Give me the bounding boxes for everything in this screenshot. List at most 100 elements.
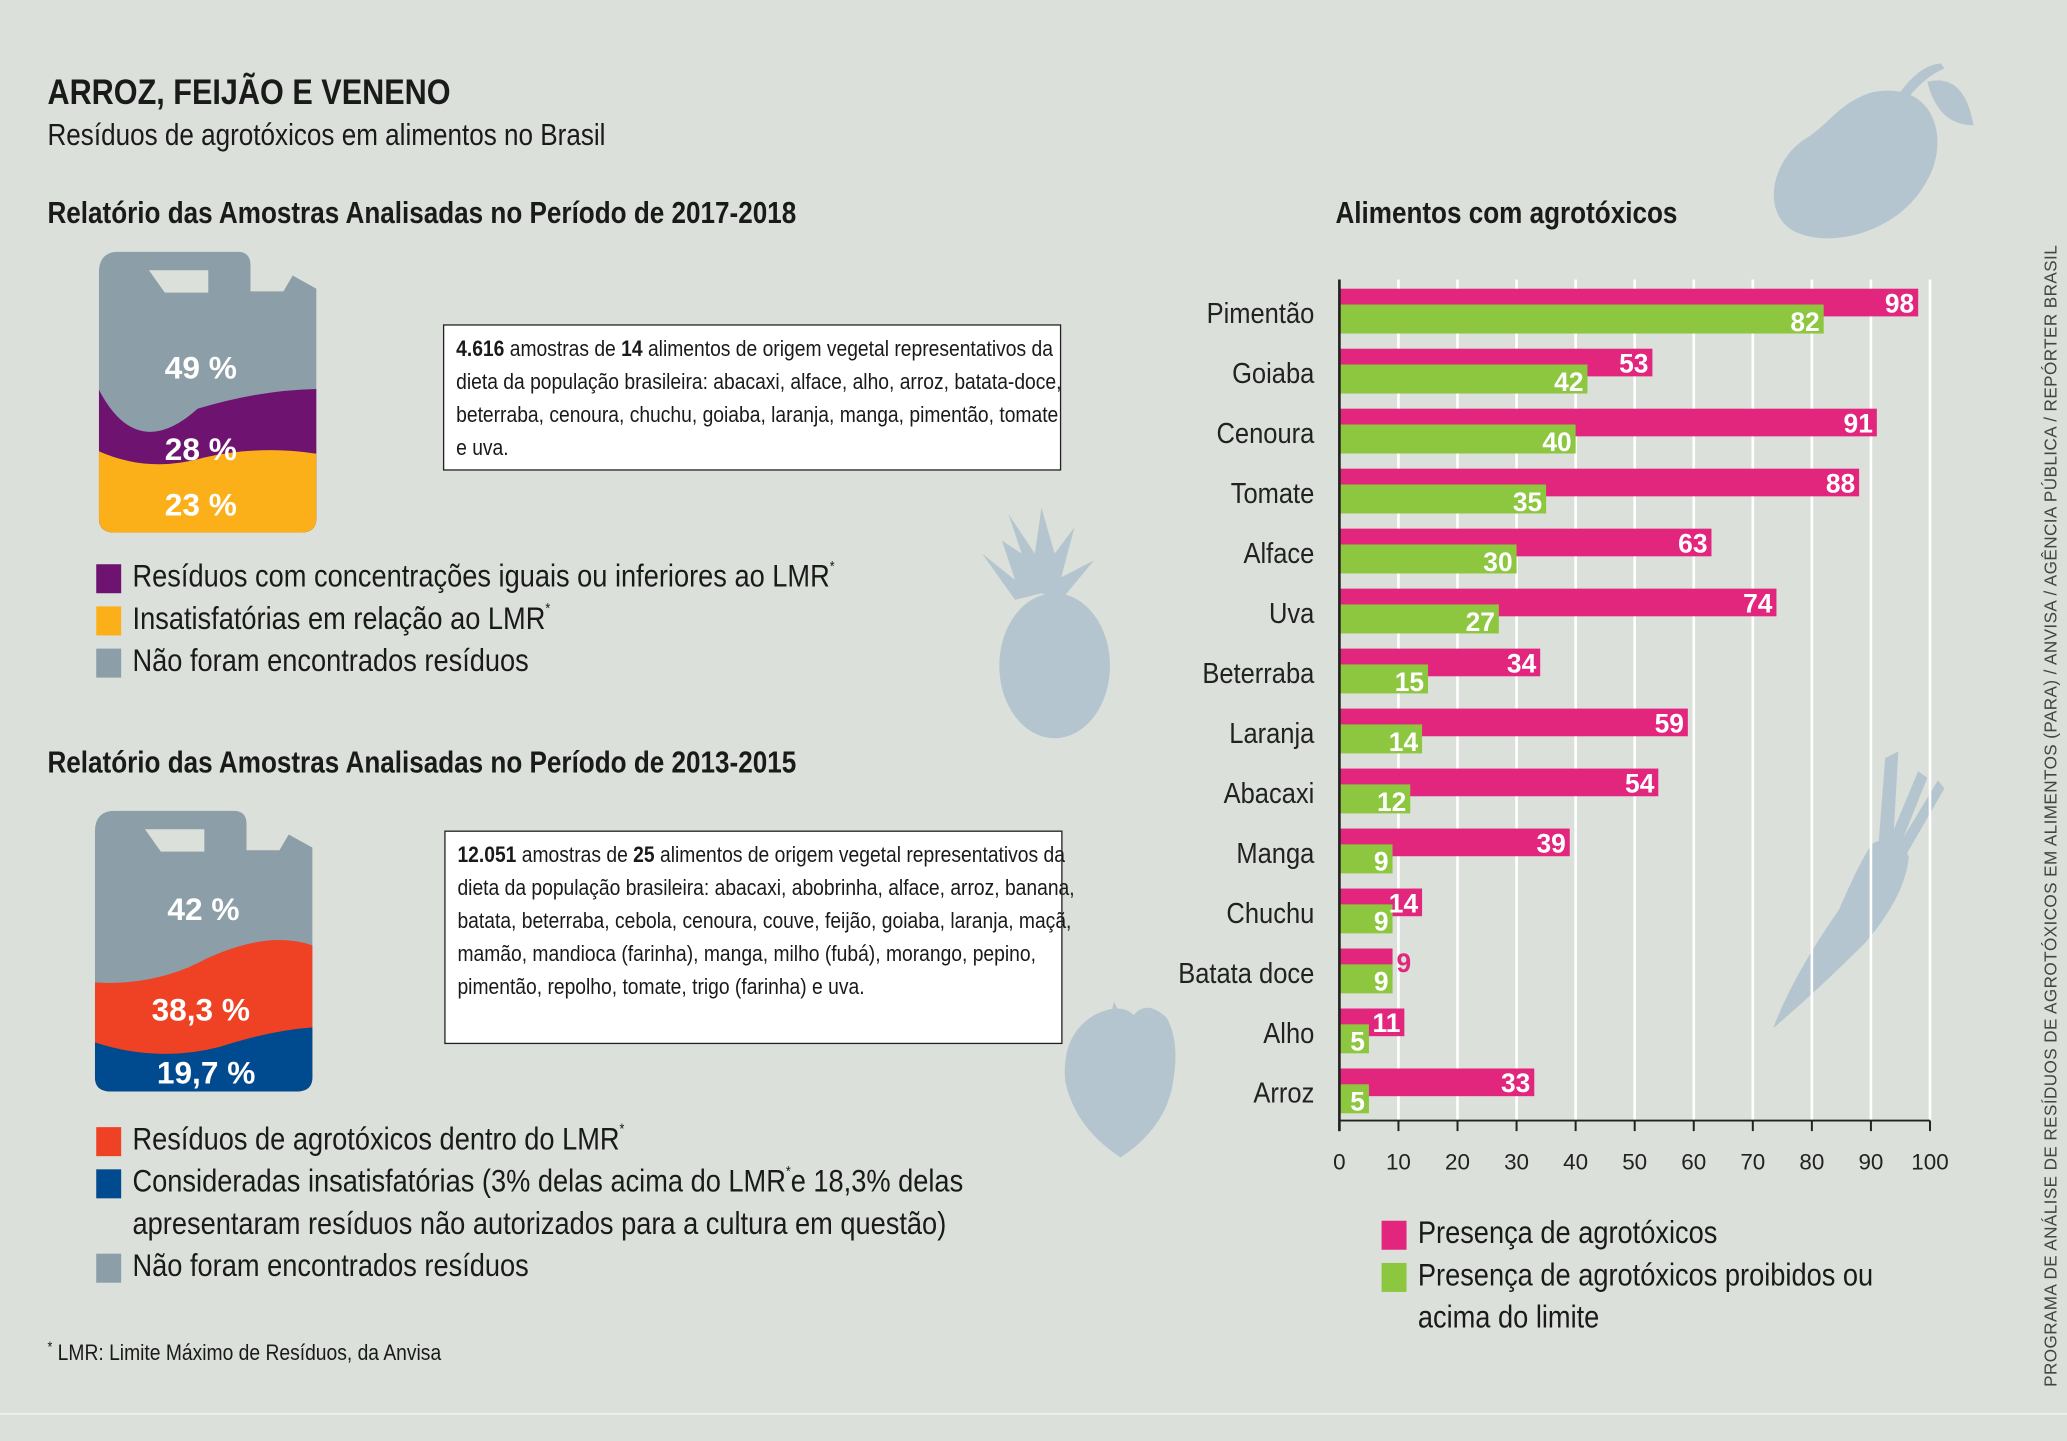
bar-value-presence: 54 [1625,768,1655,798]
bar-prohibited [1339,844,1393,874]
legend-item: Resíduos de agrotóxicos dentro do LMR * [96,1122,963,1164]
bar-value-presence: 53 [1619,348,1648,378]
category-label: Goiaba [1232,356,1315,389]
x-tick-label: 50 [1622,1149,1647,1174]
x-tick-label: 100 [1911,1149,1948,1174]
bar-prohibited [1339,544,1517,574]
mango-icon [1773,63,1974,239]
bar-value-prohibited: 35 [1513,487,1542,517]
bar-value-prohibited: 30 [1483,547,1512,577]
sample-info-box-2013: 12.051 amostras de 25 alimentos de orige… [444,830,1075,1045]
legend-sup: * [785,1164,791,1180]
category-label: Batata doce [1178,956,1314,989]
bar-prohibited [1339,964,1393,994]
chart-legend-item: Presença de agrotóxicos [1381,1215,1874,1257]
legend-label: Não foram encontrados resíduos [132,1248,529,1285]
legend-item: Consideradas insatisfatórias (3% delas a… [96,1164,963,1206]
x-tick-label: 60 [1681,1149,1706,1174]
legend-2013: Resíduos de agrotóxicos dentro do LMR * C… [96,1122,1104,1291]
bar-value-prohibited: 5 [1350,1087,1365,1117]
bar-prohibited [1339,1084,1369,1114]
bar-value-prohibited: 12 [1377,787,1406,817]
bar-value-prohibited: 27 [1466,607,1495,637]
bar-value-prohibited: 82 [1790,307,1819,337]
section-heading-2017: Relatório das Amostras Analisadas no Per… [47,195,797,230]
legend-label: apresentaram resíduos não autorizados pa… [132,1206,947,1242]
page-subtitle: Resíduos de agrotóxicos em alimentos no … [47,117,606,152]
carrot-icon [1773,751,1945,1029]
category-label: Pimentão [1207,296,1315,329]
footnote: * LMR: Limite Máximo de Resíduos, da Anv… [47,1339,441,1366]
legend-label: Resíduos de agrotóxicos dentro do LMR [132,1121,620,1158]
category-label: Beterraba [1202,656,1315,689]
bar-presence [1339,1068,1535,1097]
bar-value-presence: 33 [1501,1068,1530,1098]
legend-label: Presença de agrotóxicos [1417,1215,1718,1252]
bar-value-presence: 9 [1397,948,1412,978]
legend-label: Não foram encontrados resíduos [132,643,529,679]
bar-value-prohibited: 15 [1395,667,1424,697]
legend-sup: * [619,1121,625,1138]
pct-no-residue: 49 % [165,349,237,385]
x-tick-label: 0 [1333,1149,1345,1174]
chart-legend: Presença de agrotóxicos Presença de agro… [1381,1215,1954,1342]
legend-item: Insatisfatórias em relação ao LMR * [96,601,834,643]
bar-value-presence: 39 [1536,828,1565,858]
bar-prohibited [1339,424,1576,454]
page-title: ARROZ, FEIJÃO E VENENO [47,72,451,113]
legend-label: Resíduos com concentrações iguais ou inf… [132,558,830,595]
legend-swatch-pink [1381,1220,1407,1250]
bar-value-prohibited: 9 [1374,847,1389,877]
footnote-mark: * [47,1339,53,1356]
bar-value-presence: 14 [1389,888,1419,918]
x-tick-label: 20 [1445,1149,1470,1174]
pct-unsatisfactory: 19,7 % [157,1055,255,1091]
section-heading-2013: Relatório das Amostras Analisadas no Per… [47,744,797,780]
footnote-text: LMR: Limite Máximo de Resíduos, da Anvis… [52,1340,442,1366]
segment-unsatisfactory [98,448,317,533]
bar-prohibited [1339,784,1411,814]
sample-count: 12.051 [457,842,517,868]
segment-unsatisfactory [94,1026,313,1092]
bar-value-presence: 88 [1826,468,1855,498]
pct-unsatisfactory: 23 % [165,486,237,522]
legend-label: e 18,3% delas [790,1164,964,1200]
x-tick-label: 40 [1563,1149,1588,1174]
legend-item: Não foram encontrados resíduos [96,1248,963,1290]
x-tick-label: 70 [1740,1149,1765,1174]
legend-item-continued: apresentaram resíduos não autorizados pa… [96,1206,963,1248]
chart-legend-item: Presença de agrotóxicos proibidos ou [1381,1258,1873,1300]
bar-value-presence: 63 [1678,528,1707,558]
box-text: alimentos de origem vegetal representati… [456,336,1062,461]
bottom-divider [0,1413,2067,1415]
bar-value-presence: 98 [1885,288,1914,318]
category-label: Alho [1263,1016,1314,1049]
bar-prohibited [1339,664,1428,694]
bar-value-presence: 74 [1743,588,1773,618]
food-count: 25 [633,842,655,868]
category-label: Cenoura [1217,416,1316,449]
legend-2017: Resíduos com concentrações iguais ou inf… [96,559,955,686]
box-text: amostras de [504,336,622,362]
category-label: Alface [1243,536,1314,569]
jerrycan-chart-2017: 49 % 28 % 23 % [98,251,317,533]
sample-count: 4.616 [456,336,505,362]
bar-value-presence: 91 [1844,408,1873,438]
pineapple-icon [982,507,1111,739]
sample-info-box-2017: 4.616 amostras de 14 alimentos de origem… [442,324,1062,471]
category-label: Abacaxi [1224,776,1315,809]
bar-value-prohibited: 14 [1389,727,1419,757]
legend-sup: * [829,558,835,575]
category-label: Chuchu [1226,896,1314,929]
category-label: Manga [1236,836,1315,869]
box-text: alimentos de origem vegetal representati… [457,842,1075,1000]
legend-label: Insatisfatórias em relação ao LMR [132,601,546,637]
chart-title: Alimentos com agrotóxicos [1335,195,1678,230]
bar-value-prohibited: 5 [1350,1027,1365,1057]
legend-label: Consideradas insatisfatórias (3% delas a… [132,1164,786,1200]
bar-prohibited [1339,1024,1369,1054]
bar-value-presence: 11 [1373,1008,1401,1038]
strawberry-icon [1064,1001,1176,1158]
